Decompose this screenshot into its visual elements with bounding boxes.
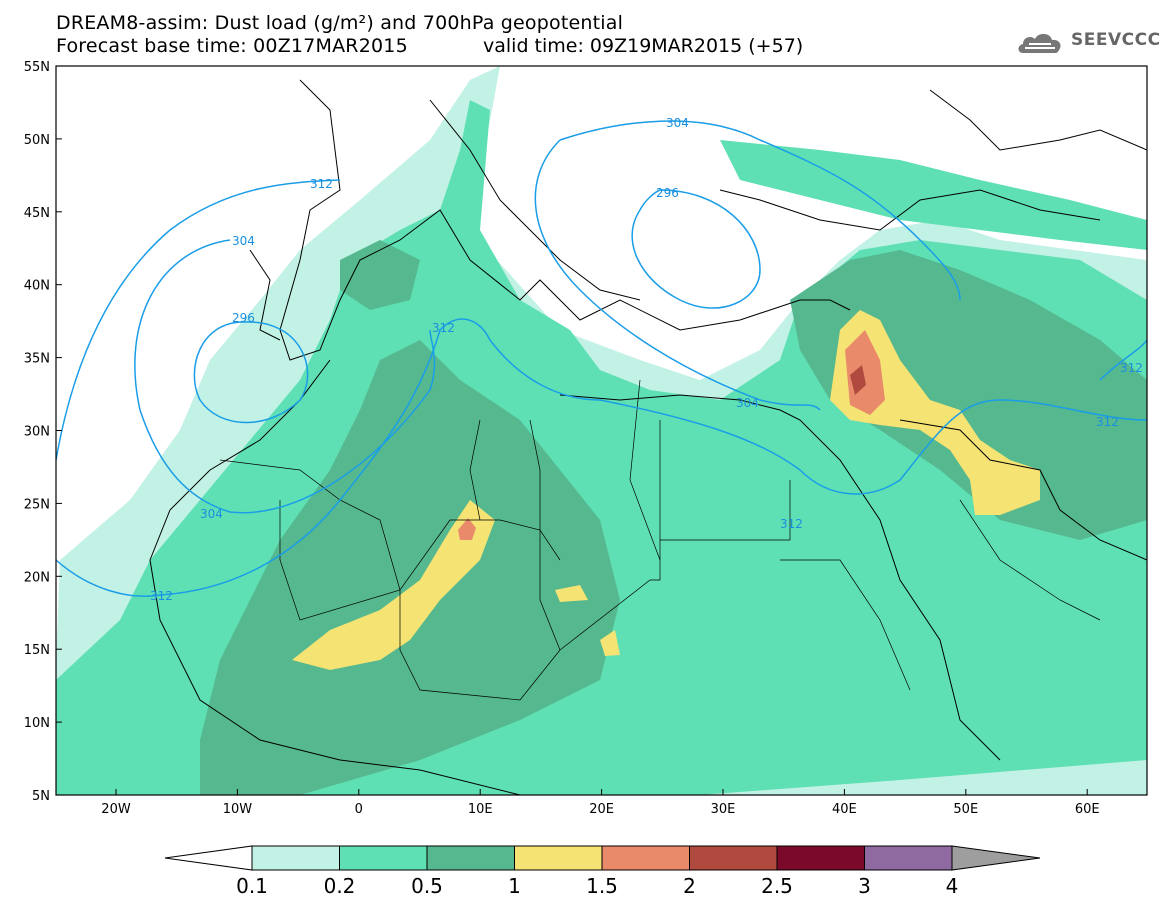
longitude-label: 10E (468, 802, 493, 817)
colorbar-box (776, 845, 865, 871)
longitude-label: 60E (1075, 802, 1100, 817)
latitude-label: 15N (24, 643, 50, 658)
geopotential-contours (56, 120, 1147, 597)
colorbar-labels: 0.1 0.2 0.5 1 1.5 2 2.5 3 4 (236, 874, 958, 898)
longitude-label: 40E (832, 802, 857, 817)
seevccc-logo: SEEVCCC (1015, 27, 1160, 57)
contour-label: 304 (736, 396, 759, 410)
contour-label: 296 (656, 186, 679, 200)
colorbar-label: 0.2 (324, 874, 356, 898)
cloud-icon (1018, 33, 1061, 53)
dust-region-0.5-iberia (340, 240, 420, 310)
contour-label: 312 (310, 177, 333, 191)
latitude-label: 35N (24, 352, 50, 367)
contour-label: 312 (1120, 361, 1143, 375)
longitude-label: 20E (589, 802, 614, 817)
coastlines (149, 79, 1147, 795)
colorbar-right-arrow (951, 845, 1041, 871)
colorbar-label: 1 (508, 874, 521, 898)
latitude-label: 40N (24, 279, 50, 294)
dust-region-1.5-sahara (458, 518, 476, 540)
forecast-base-time: Forecast base time: 00Z17MAR2015 (56, 35, 408, 57)
longitude-axis: 20W 10W 0 10E 20E 30E 40E 50E 60E (101, 789, 1100, 817)
dust-region-2 (850, 365, 866, 395)
longitude-label: 20W (101, 802, 131, 817)
logo-text: SEEVCCC (1071, 30, 1161, 50)
colorbar-box (514, 845, 603, 871)
contour-label: 304 (232, 234, 255, 248)
contour-label: 312 (150, 589, 173, 603)
latitude-label: 5N (32, 789, 50, 804)
colorbar-label: 2.5 (761, 874, 793, 898)
colorbar-label: 1.5 (586, 874, 618, 898)
latitude-label: 25N (24, 497, 50, 512)
dust-region-1 (292, 500, 495, 670)
contour-label: 312 (1096, 415, 1119, 429)
colorbar-boxes (251, 845, 953, 871)
longitude-label: 10W (223, 802, 253, 817)
contour-label: 296 (232, 311, 255, 325)
dust-fields: 304 312 296 304 296 312 304 312 304 312 … (56, 66, 1147, 795)
colorbar-box (864, 845, 953, 871)
dust-region-1-mesopotamia (830, 310, 1040, 515)
latitude-label: 20N (24, 570, 50, 585)
valid-time: valid time: 09Z19MAR2015 (+57) (483, 35, 804, 57)
latitude-label: 30N (24, 425, 50, 440)
latitude-label: 55N (24, 60, 50, 75)
colorbar-label: 3 (858, 874, 871, 898)
latitude-axis: 55N 50N 45N 40N 35N 30N 25N 20N 15N 10N 5N (24, 60, 62, 804)
latitude-label: 10N (24, 716, 50, 731)
colorbar-left-arrow (164, 845, 253, 871)
longitude-label: 30E (711, 802, 736, 817)
contour-label: 312 (432, 321, 455, 335)
colorbar-label: 0.1 (236, 874, 268, 898)
dust-region-0.5 (200, 340, 620, 795)
map-title: DREAM8-assim: Dust load (g/m²) and 700hP… (56, 12, 624, 34)
dust-region-1-small2 (600, 630, 620, 656)
colorbar-label: 0.5 (411, 874, 443, 898)
colorbar-box (689, 845, 778, 871)
colorbar-box (251, 845, 340, 871)
longitude-label: 0 (355, 802, 363, 817)
colorbar-box (339, 845, 428, 871)
contour-labels: 304 312 296 304 296 312 304 312 304 312 … (150, 116, 1143, 603)
colorbar-label: 2 (683, 874, 696, 898)
dust-map: 304 312 296 304 296 312 304 312 304 312 … (24, 60, 1148, 817)
colorbar-box (601, 845, 690, 871)
colorbar-box (426, 845, 515, 871)
dust-region-1-small1 (555, 585, 588, 602)
longitude-label: 50E (953, 802, 978, 817)
contour-label: 304 (666, 116, 689, 130)
dust-region-north (720, 140, 1147, 250)
latitude-label: 50N (24, 133, 50, 148)
colorbar-label: 4 (946, 874, 959, 898)
country-borders (219, 379, 1101, 701)
contour-label: 312 (780, 517, 803, 531)
latitude-label: 45N (24, 206, 50, 221)
contour-label: 304 (200, 507, 223, 521)
